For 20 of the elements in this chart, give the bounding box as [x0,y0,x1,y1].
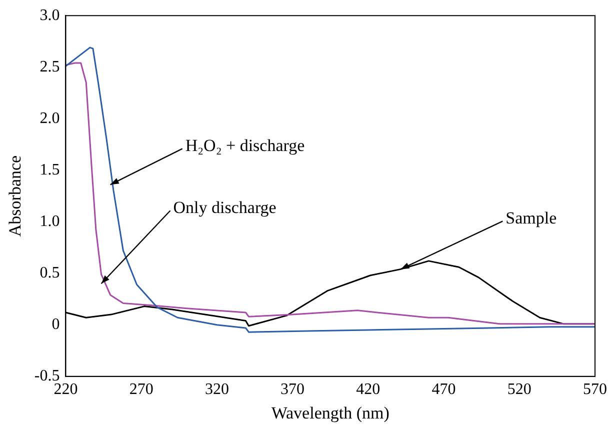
x-tick-label: 420 [356,381,380,398]
x-tick-label: 470 [432,381,456,398]
y-tick-label: 2.5 [40,58,60,76]
y-tick-label: 0 [52,316,60,334]
x-tick-label: 270 [129,381,154,398]
y-tick-label: 0.5 [40,264,60,282]
annotation: Only discharge [173,198,276,218]
y-axis-title: Absorbance [6,155,25,237]
x-tick-label: 520 [507,381,532,398]
y-tick-label: 3.0 [40,6,60,24]
x-tick-label: 370 [280,381,305,398]
y-tick-label: 1.0 [40,212,60,230]
x-tick-label: 220 [54,381,78,398]
annotation: Sample [506,208,557,228]
y-tick-label: 1.5 [40,161,60,178]
x-axis-title: Wavelength (nm) [271,403,390,422]
x-tick-label: 570 [583,381,607,398]
y-tick-label: 2.0 [40,110,60,127]
x-tick-label: 320 [204,381,229,398]
annotation: H₂O₂ + discharge [185,136,305,156]
